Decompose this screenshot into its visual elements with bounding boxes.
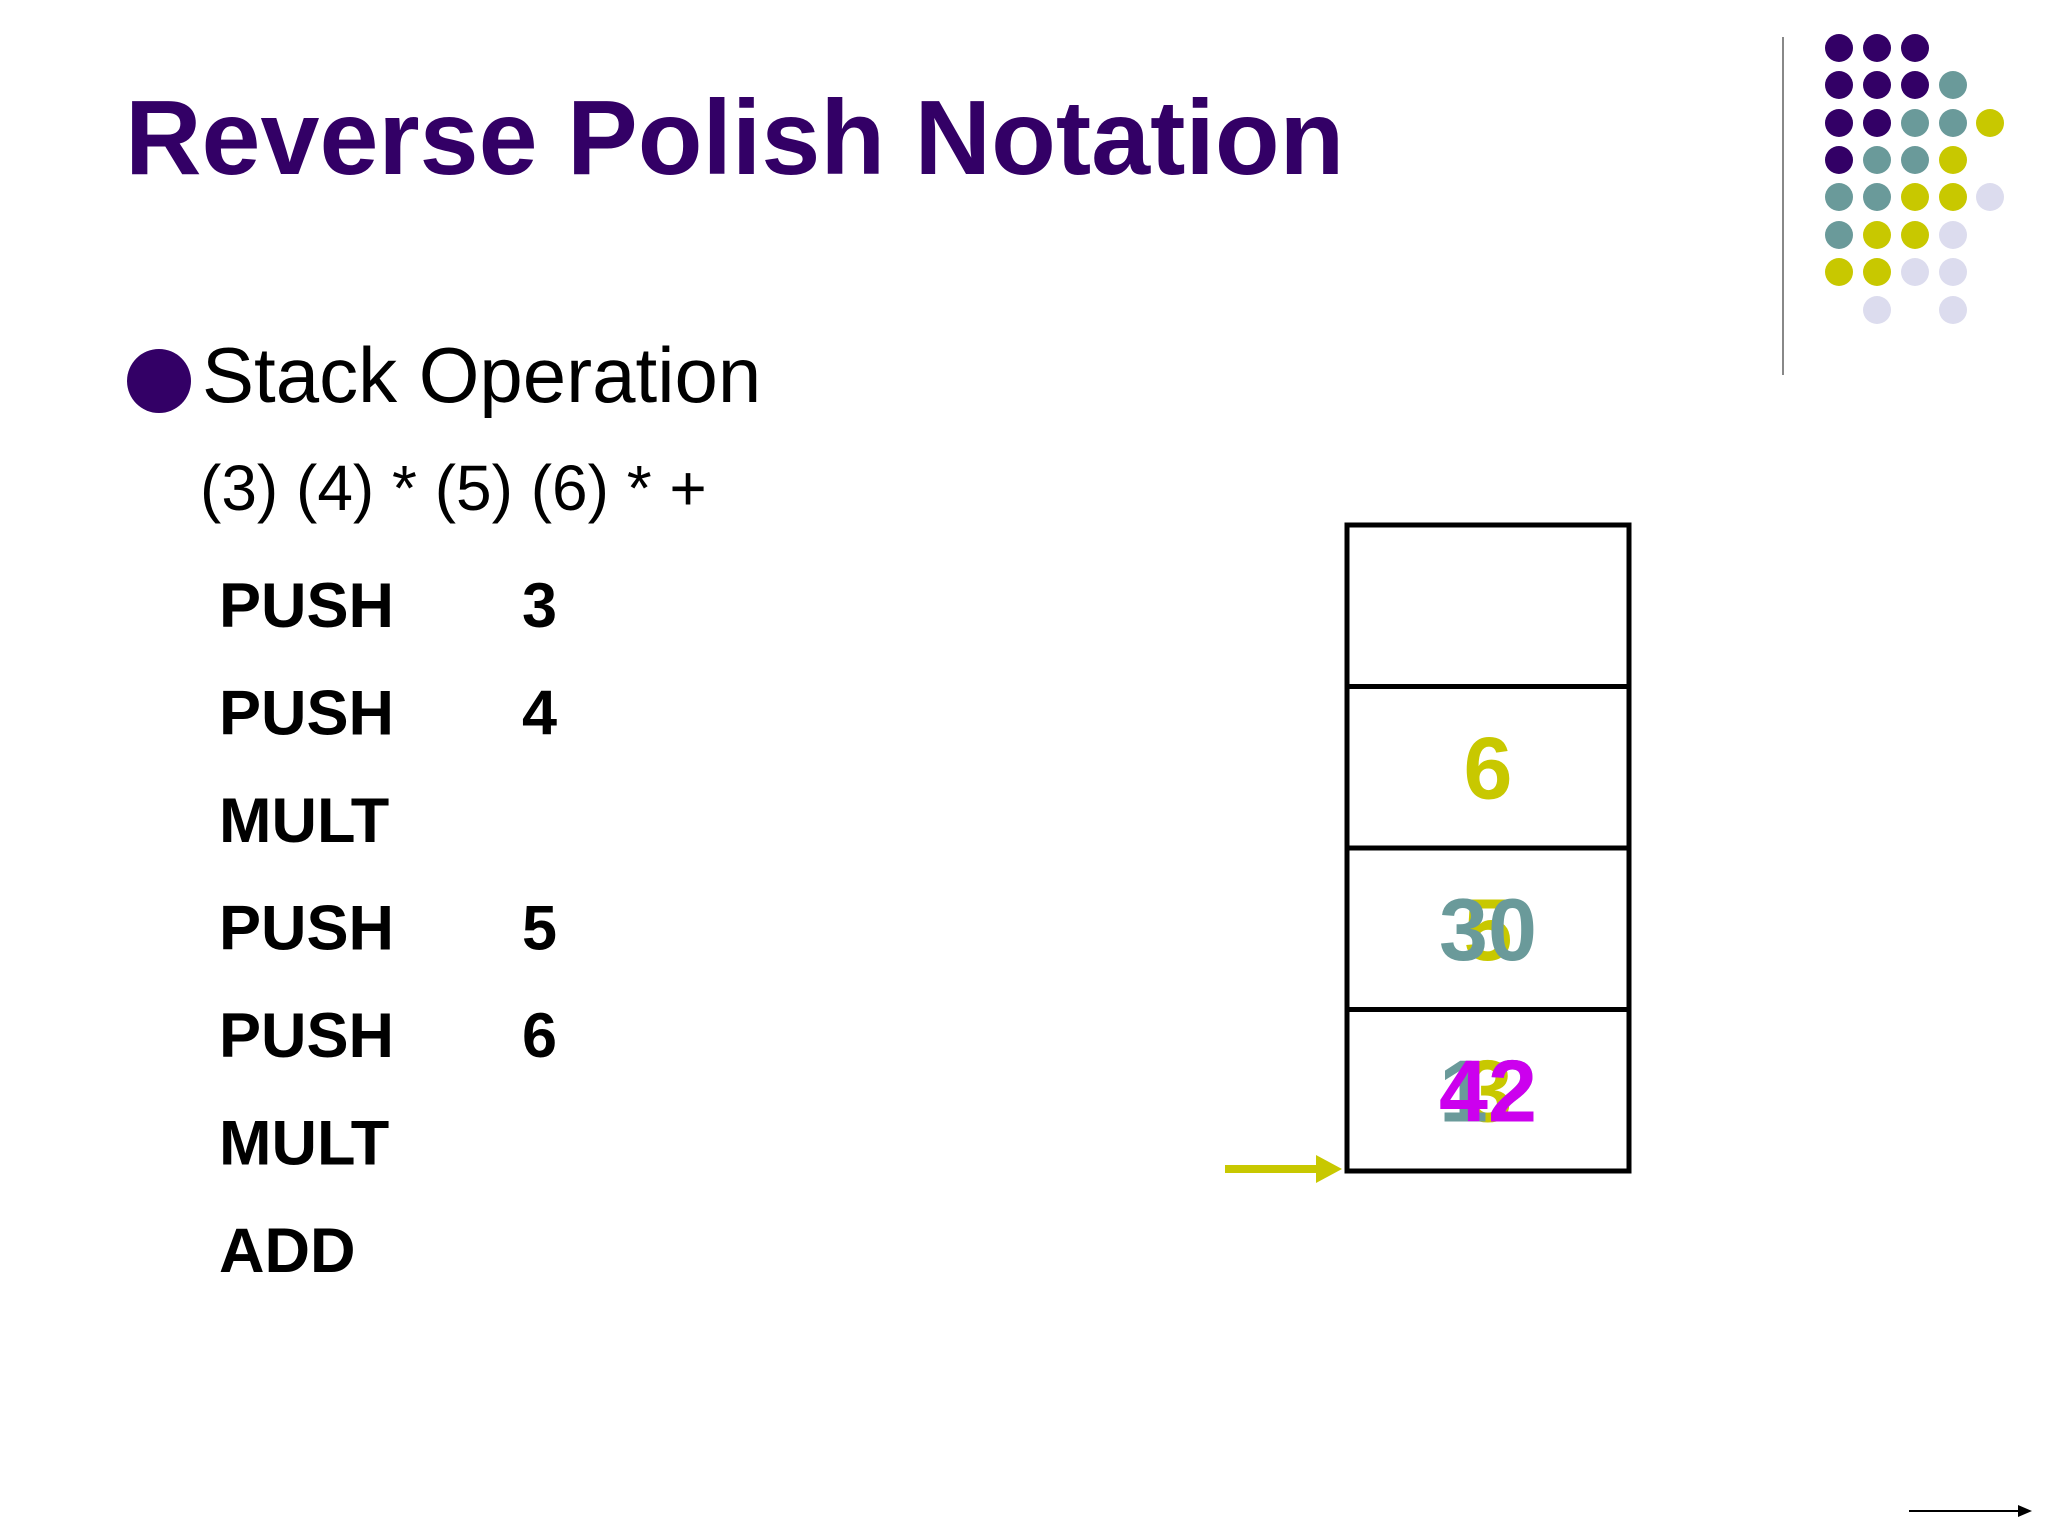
slide-title: Reverse Polish Notation (125, 79, 1344, 197)
instruction-op: PUSH (219, 1001, 394, 1071)
bullet-text: Stack Operation (202, 331, 761, 419)
stack-value: 42 (1439, 1041, 1537, 1140)
dot (1901, 221, 1929, 249)
dot (1976, 109, 2004, 137)
instruction-op: PUSH (219, 571, 394, 641)
stack-value: 3 (1464, 1041, 1513, 1140)
dot (1825, 221, 1853, 249)
instruction-op: PUSH (219, 894, 394, 964)
dot (1863, 296, 1891, 324)
bullet-dot (127, 349, 191, 413)
dot (1939, 183, 1967, 211)
dot (1863, 183, 1891, 211)
dot (1863, 71, 1891, 99)
instruction-op: PUSH (219, 679, 394, 749)
instruction-op: MULT (219, 1109, 389, 1179)
instruction-list: PUSH 3 PUSH 4 MULT PUSH 5 PUSH 6 MULT ADD (219, 571, 557, 1286)
dot (1825, 71, 1853, 99)
dot (1825, 183, 1853, 211)
dot (1939, 146, 1967, 174)
dot (1901, 71, 1929, 99)
instruction-op: ADD (219, 1216, 356, 1286)
dot (1901, 109, 1929, 137)
stack-value: 6 (1464, 718, 1513, 817)
stack-value: 5 (1464, 880, 1513, 979)
dot (1863, 34, 1891, 62)
next-arrow-head (2018, 1505, 2032, 1517)
dot (1825, 109, 1853, 137)
stack-value: 30 (1439, 880, 1537, 979)
expression: (3) (4) * (5) (6) * + (200, 452, 707, 524)
dot (1901, 258, 1929, 286)
dot (1976, 183, 2004, 211)
dot (1901, 183, 1929, 211)
decoration-dots (1825, 34, 2004, 324)
dot (1825, 146, 1853, 174)
dot (1863, 146, 1891, 174)
instruction-arg: 6 (522, 1001, 557, 1071)
dot (1901, 146, 1929, 174)
dot (1901, 34, 1929, 62)
dot (1939, 109, 1967, 137)
dot (1825, 258, 1853, 286)
dot (1939, 71, 1967, 99)
dot (1863, 221, 1891, 249)
instruction-arg: 3 (522, 571, 557, 641)
dot (1863, 109, 1891, 137)
dot (1939, 258, 1967, 286)
instruction-arg: 5 (522, 894, 557, 964)
stack-value: 12 (1439, 1041, 1537, 1140)
dot (1863, 258, 1891, 286)
stack-cell (1344, 1007, 1632, 1174)
dot (1939, 221, 1967, 249)
instruction-op: MULT (219, 786, 389, 856)
dot (1825, 34, 1853, 62)
instruction-arg: 4 (522, 679, 557, 749)
dot (1939, 296, 1967, 324)
stack-cell (1344, 522, 1632, 689)
stack-pointer-head (1316, 1155, 1342, 1183)
